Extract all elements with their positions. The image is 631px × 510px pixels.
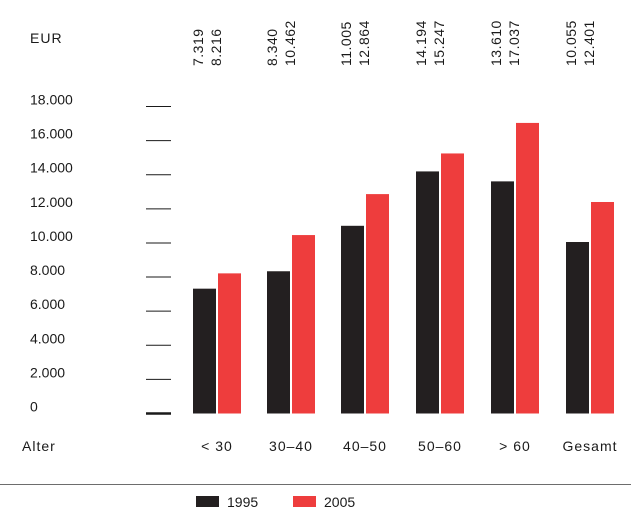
bar-2005 — [516, 122, 539, 414]
x-tick-label: 40–50 — [343, 438, 387, 454]
value-label-2005: 17.037 — [506, 20, 522, 66]
x-tick-label: > 60 — [499, 438, 531, 454]
bar-1995 — [491, 181, 514, 414]
y-tick-label: 0 — [30, 399, 38, 415]
value-label-1995: 13.610 — [488, 20, 504, 66]
value-label-1995: 14.194 — [413, 20, 429, 66]
legend-swatch-2005 — [293, 496, 316, 507]
bar-2005 — [366, 194, 389, 414]
bar-1995 — [267, 271, 290, 414]
x-axis-label: Alter — [22, 438, 56, 454]
x-tick-label: 30–40 — [269, 438, 313, 454]
x-tick-label: 50–60 — [418, 438, 462, 454]
value-label-2005: 10.462 — [282, 20, 298, 66]
y-tick-label: 10.000 — [30, 228, 73, 244]
bar-1995 — [566, 242, 589, 414]
value-label-1995: 10.055 — [563, 20, 579, 66]
value-label-1995: 8.340 — [264, 28, 280, 66]
bar-1995 — [193, 288, 216, 414]
bar-1995 — [341, 225, 364, 414]
unit-label: EUR — [30, 30, 63, 46]
legend: 1995 2005 — [196, 494, 355, 510]
legend-label-2005: 2005 — [324, 494, 355, 510]
x-tick-label: Gesamt — [562, 438, 617, 454]
value-label-1995: 11.005 — [338, 21, 354, 66]
y-tick-label: 2.000 — [30, 364, 65, 380]
value-label-1995: 7.319 — [190, 28, 206, 66]
bar-1995 — [416, 171, 439, 414]
bar-2005 — [218, 273, 241, 414]
y-tick-label: 18.000 — [30, 92, 73, 108]
bars — [193, 122, 614, 414]
x-axis-tick-labels: < 30 30–40 40–50 50–60 > 60 Gesamt — [201, 438, 617, 454]
x-tick-label: < 30 — [201, 438, 233, 454]
value-label-2005: 12.401 — [581, 20, 597, 66]
value-label-2005: 8.216 — [208, 28, 224, 66]
value-label-2005: 15.247 — [431, 20, 447, 66]
legend-swatch-1995 — [196, 496, 219, 507]
bar-2005 — [292, 235, 315, 414]
legend-label-1995: 1995 — [227, 494, 258, 510]
y-tick-label: 4.000 — [30, 330, 65, 346]
y-axis: 0 2.000 4.000 6.000 8.000 10.000 12.000 14.000 1… — [30, 92, 171, 415]
bar-2005 — [441, 153, 464, 414]
y-tick-label: 12.000 — [30, 194, 73, 210]
y-tick-label: 6.000 — [30, 296, 65, 312]
y-tick-label: 16.000 — [30, 126, 73, 142]
bar-2005 — [591, 201, 614, 414]
value-labels: 7.319 8.216 8.340 10.462 11.005 12.864 14.194 1… — [190, 20, 597, 66]
y-tick-label: 8.000 — [30, 262, 65, 278]
y-tick-label: 14.000 — [30, 160, 73, 176]
value-label-2005: 12.864 — [356, 20, 372, 66]
